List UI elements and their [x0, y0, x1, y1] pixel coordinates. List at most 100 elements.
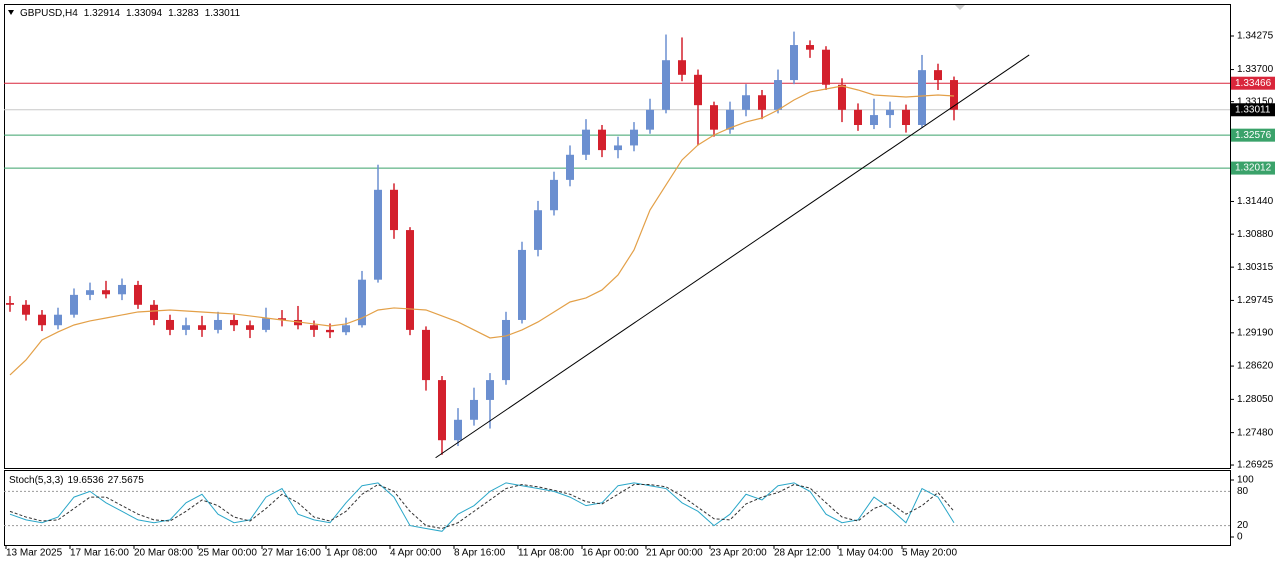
y-tick-label: 1.30880: [1237, 229, 1274, 240]
candle-body: [918, 70, 926, 126]
level-box: [1231, 128, 1275, 142]
candle-body: [166, 319, 174, 330]
candle-body: [278, 318, 286, 320]
candle-body: [102, 290, 110, 295]
indicator-title: Stoch(5,3,3): [9, 475, 63, 486]
x-tick-label: 17 Mar 16:00: [70, 548, 129, 559]
header-value: 1.33094: [126, 8, 163, 19]
y-tick-label: 1.30315: [1237, 262, 1274, 273]
shift-marker: [955, 5, 965, 10]
candle-body: [38, 314, 46, 326]
level-label: 1.33011: [1235, 104, 1271, 115]
candle-body: [22, 304, 30, 315]
level-box: [1231, 76, 1275, 90]
candle-body: [486, 380, 494, 400]
indicator-panel: [4, 470, 1231, 546]
x-tick-label: 4 Apr 00:00: [390, 548, 442, 559]
candle-body: [630, 129, 638, 146]
candle-body: [902, 109, 910, 126]
candle-body: [870, 115, 878, 126]
candle-body: [678, 60, 686, 75]
menu-icon: [8, 10, 14, 15]
indicator-tick-label: 100: [1237, 475, 1254, 486]
x-tick-label: 1 May 04:00: [838, 548, 893, 559]
y-tick-label: 1.34275: [1237, 31, 1274, 42]
chart-title: GBPUSD,H4: [20, 8, 78, 19]
indicator-tick-label: 0: [1237, 532, 1243, 543]
y-tick-label: 1.29745: [1237, 295, 1274, 306]
x-tick-label: 28 Apr 12:00: [774, 548, 831, 559]
level-box: [1231, 103, 1275, 117]
indicator-tick-label: 20: [1237, 520, 1249, 531]
candle-body: [646, 109, 654, 130]
candle-body: [806, 45, 814, 50]
candle-body: [54, 314, 62, 326]
candle-body: [294, 319, 302, 326]
x-tick-label: 16 Apr 00:00: [582, 548, 639, 559]
x-tick-label: 21 Apr 00:00: [646, 548, 703, 559]
candle-body: [6, 303, 14, 305]
candle-body: [454, 419, 462, 441]
moving-average: [9, 85, 955, 376]
chart-header: GBPUSD,H4 1.32914 1.33094 1.3283 1.33011: [20, 8, 241, 19]
indicator-value: 19.6536: [67, 475, 104, 486]
candle-body: [406, 230, 414, 330]
candle-body: [614, 145, 622, 151]
header-value: 1.33011: [205, 8, 241, 19]
candle-body: [710, 105, 718, 130]
candle-body: [582, 129, 590, 155]
candle-body: [854, 109, 862, 126]
x-tick-label: 27 Mar 16:00: [262, 548, 321, 559]
candle-body: [774, 80, 782, 110]
indicator-header: Stoch(5,3,3) 19.6536 27.5675: [9, 475, 144, 486]
candle-body: [326, 329, 334, 333]
x-tick-label: 1 Apr 08:00: [326, 548, 378, 559]
candle-body: [118, 284, 126, 295]
x-tick-label: 20 Mar 08:00: [134, 548, 193, 559]
level-label: 1.32012: [1235, 163, 1272, 174]
candle-body: [422, 329, 430, 381]
level-label: 1.33466: [1235, 78, 1272, 89]
y-tick-label: 1.26925: [1237, 460, 1274, 471]
candle-body: [86, 290, 94, 295]
candle-body: [70, 294, 78, 315]
candle-body: [358, 279, 366, 326]
candle-body: [230, 319, 238, 326]
candle-body: [726, 109, 734, 130]
candle-body: [262, 318, 270, 330]
y-tick-label: 1.28620: [1237, 361, 1274, 372]
indicator-line: [9, 483, 955, 529]
candle-body: [598, 129, 606, 151]
candle-body: [934, 70, 942, 81]
candle-body: [390, 189, 398, 231]
candle-body: [342, 325, 350, 333]
y-tick-label: 1.29190: [1237, 327, 1274, 338]
level-label: 1.32576: [1235, 130, 1272, 141]
candle-body: [534, 210, 542, 250]
y-tick-label: 1.33700: [1237, 64, 1274, 75]
y-tick-label: 1.31440: [1237, 196, 1274, 207]
candle-body: [502, 319, 510, 381]
candle-body: [550, 179, 558, 211]
candle-body: [694, 74, 702, 106]
candle-body: [518, 249, 526, 320]
y-tick-label: 1.28050: [1237, 394, 1274, 405]
candle-body: [198, 325, 206, 330]
candle-body: [950, 80, 958, 110]
candle-body: [214, 319, 222, 330]
trendline: [435, 54, 1030, 459]
candle-body: [886, 109, 894, 116]
candle-body: [790, 45, 798, 81]
candle-body: [150, 304, 158, 320]
candle-body: [470, 399, 478, 420]
candle-body: [134, 284, 142, 305]
candle-body: [566, 154, 574, 180]
header-value: 1.32914: [84, 8, 121, 19]
y-tick-label: 1.33150: [1237, 96, 1274, 107]
x-tick-label: 23 Apr 20:00: [710, 548, 767, 559]
x-tick-label: 8 Apr 16:00: [454, 548, 506, 559]
candle-body: [374, 189, 382, 280]
candle-body: [438, 380, 446, 441]
